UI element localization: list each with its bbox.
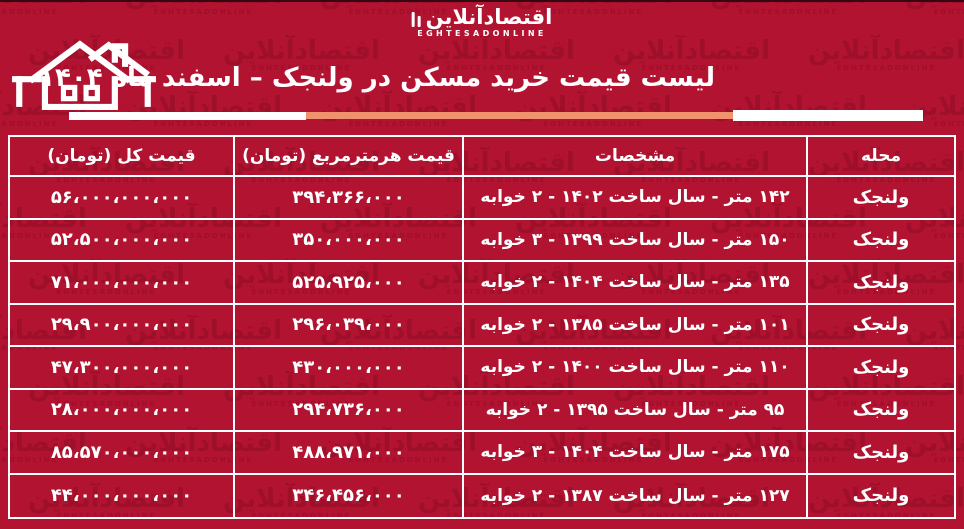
total-price-cell: ۴۷،۳۰۰،۰۰۰،۰۰۰ — [10, 347, 233, 390]
logo-persian-text: اقتصادآنلاین — [425, 5, 553, 29]
neighborhood-cell: ولنجک — [806, 474, 954, 517]
logo-bars-icon — [411, 12, 421, 28]
price-per-meter-cell: ۲۹۶،۰۳۹،۰۰۰ — [233, 304, 462, 347]
specs-cell: ۱۰۱ متر - سال ساخت ۱۳۸۵ - ۲ خوابه — [462, 304, 806, 347]
price-per-meter-cell: ۳۴۶،۴۵۶،۰۰۰ — [233, 474, 462, 517]
neighborhood-cell: ولنجک — [806, 432, 954, 475]
price-per-meter-cell: ۲۹۴،۷۳۶،۰۰۰ — [233, 389, 462, 432]
eghtesadonline-logo: اقتصادآنلاین EGHTESADONLINE — [411, 5, 553, 39]
price-per-meter-cell: ۴۳۰،۰۰۰،۰۰۰ — [233, 347, 462, 390]
specs-cell: ۱۵۰ متر - سال ساخت ۱۳۹۹ - ۳ خوابه — [462, 219, 806, 262]
logo-wordmark: اقتصادآنلاین — [411, 5, 553, 29]
column-header-neighborhood: محله — [806, 137, 954, 177]
price-per-meter-cell: ۳۹۴،۳۶۶،۰۰۰ — [233, 177, 462, 220]
total-price-cell: ۷۱،۰۰۰،۰۰۰،۰۰۰ — [10, 262, 233, 305]
total-price-cell: ۲۹،۹۰۰،۰۰۰،۰۰۰ — [10, 305, 233, 347]
total-price-cell: ۲۸،۰۰۰،۰۰۰،۰۰۰ — [10, 390, 233, 432]
neighborhood-cell: ولنجک — [806, 177, 954, 220]
top-edge-strip — [0, 0, 964, 2]
neighborhood-cell: ولنجک — [806, 389, 954, 432]
specs-cell: ۹۵ متر - سال ساخت ۱۳۹۵ - ۲ خوابه — [462, 389, 806, 432]
neighborhood-cell: ولنجک — [806, 219, 954, 262]
column-header-specs: مشخصات — [462, 137, 806, 177]
logo-latin-text: EGHTESADONLINE — [417, 29, 547, 39]
house-icon — [12, 40, 156, 110]
divider-white-right — [69, 111, 306, 120]
neighborhood-cell: ولنجک — [806, 262, 954, 305]
specs-cell: ۱۱۰ متر - سال ساخت ۱۴۰۰ - ۲ خوابه — [462, 347, 806, 390]
total-price-cell: ۸۵،۵۷۰،۰۰۰،۰۰۰ — [10, 432, 233, 475]
neighborhood-cell: ولنجک — [806, 304, 954, 347]
column-header-price-per-meter: قیمت هرمترمربع (تومان) — [233, 137, 462, 177]
neighborhood-cell: ولنجک — [806, 347, 954, 390]
specs-cell: ۱۲۷ متر - سال ساخت ۱۳۸۷ - ۲ خوابه — [462, 474, 806, 517]
specs-cell: ۱۴۲ متر - سال ساخت ۱۴۰۲ - ۲ خوابه — [462, 177, 806, 220]
page-title: لیست قیمت خرید مسکن در ولنجک – اسفند ماه… — [39, 63, 715, 93]
total-price-cell: ۵۲،۵۰۰،۰۰۰،۰۰۰ — [10, 220, 233, 262]
column-header-total-price: قیمت کل (تومان) — [10, 137, 233, 177]
price-per-meter-cell: ۵۲۵،۹۲۵،۰۰۰ — [233, 262, 462, 305]
total-price-cell: ۴۴،۰۰۰،۰۰۰،۰۰۰ — [50, 485, 193, 507]
divider-salmon — [306, 112, 733, 119]
total-price-cell: ۵۶،۰۰۰،۰۰۰،۰۰۰ — [10, 177, 233, 220]
divider-white-left — [733, 110, 923, 121]
price-per-meter-cell: ۳۵۰،۰۰۰،۰۰۰ — [233, 219, 462, 262]
specs-cell: ۱۳۵ متر - سال ساخت ۱۴۰۴ - ۲ خوابه — [462, 262, 806, 305]
title-divider — [69, 110, 923, 121]
price-per-meter-cell: ۴۸۸،۹۷۱،۰۰۰ — [233, 432, 462, 475]
specs-cell: ۱۷۵ متر - سال ساخت ۱۴۰۴ - ۳ خوابه — [462, 432, 806, 475]
price-table: محله مشخصات قیمت هرمترمربع (تومان) قیمت کل … — [8, 135, 956, 519]
